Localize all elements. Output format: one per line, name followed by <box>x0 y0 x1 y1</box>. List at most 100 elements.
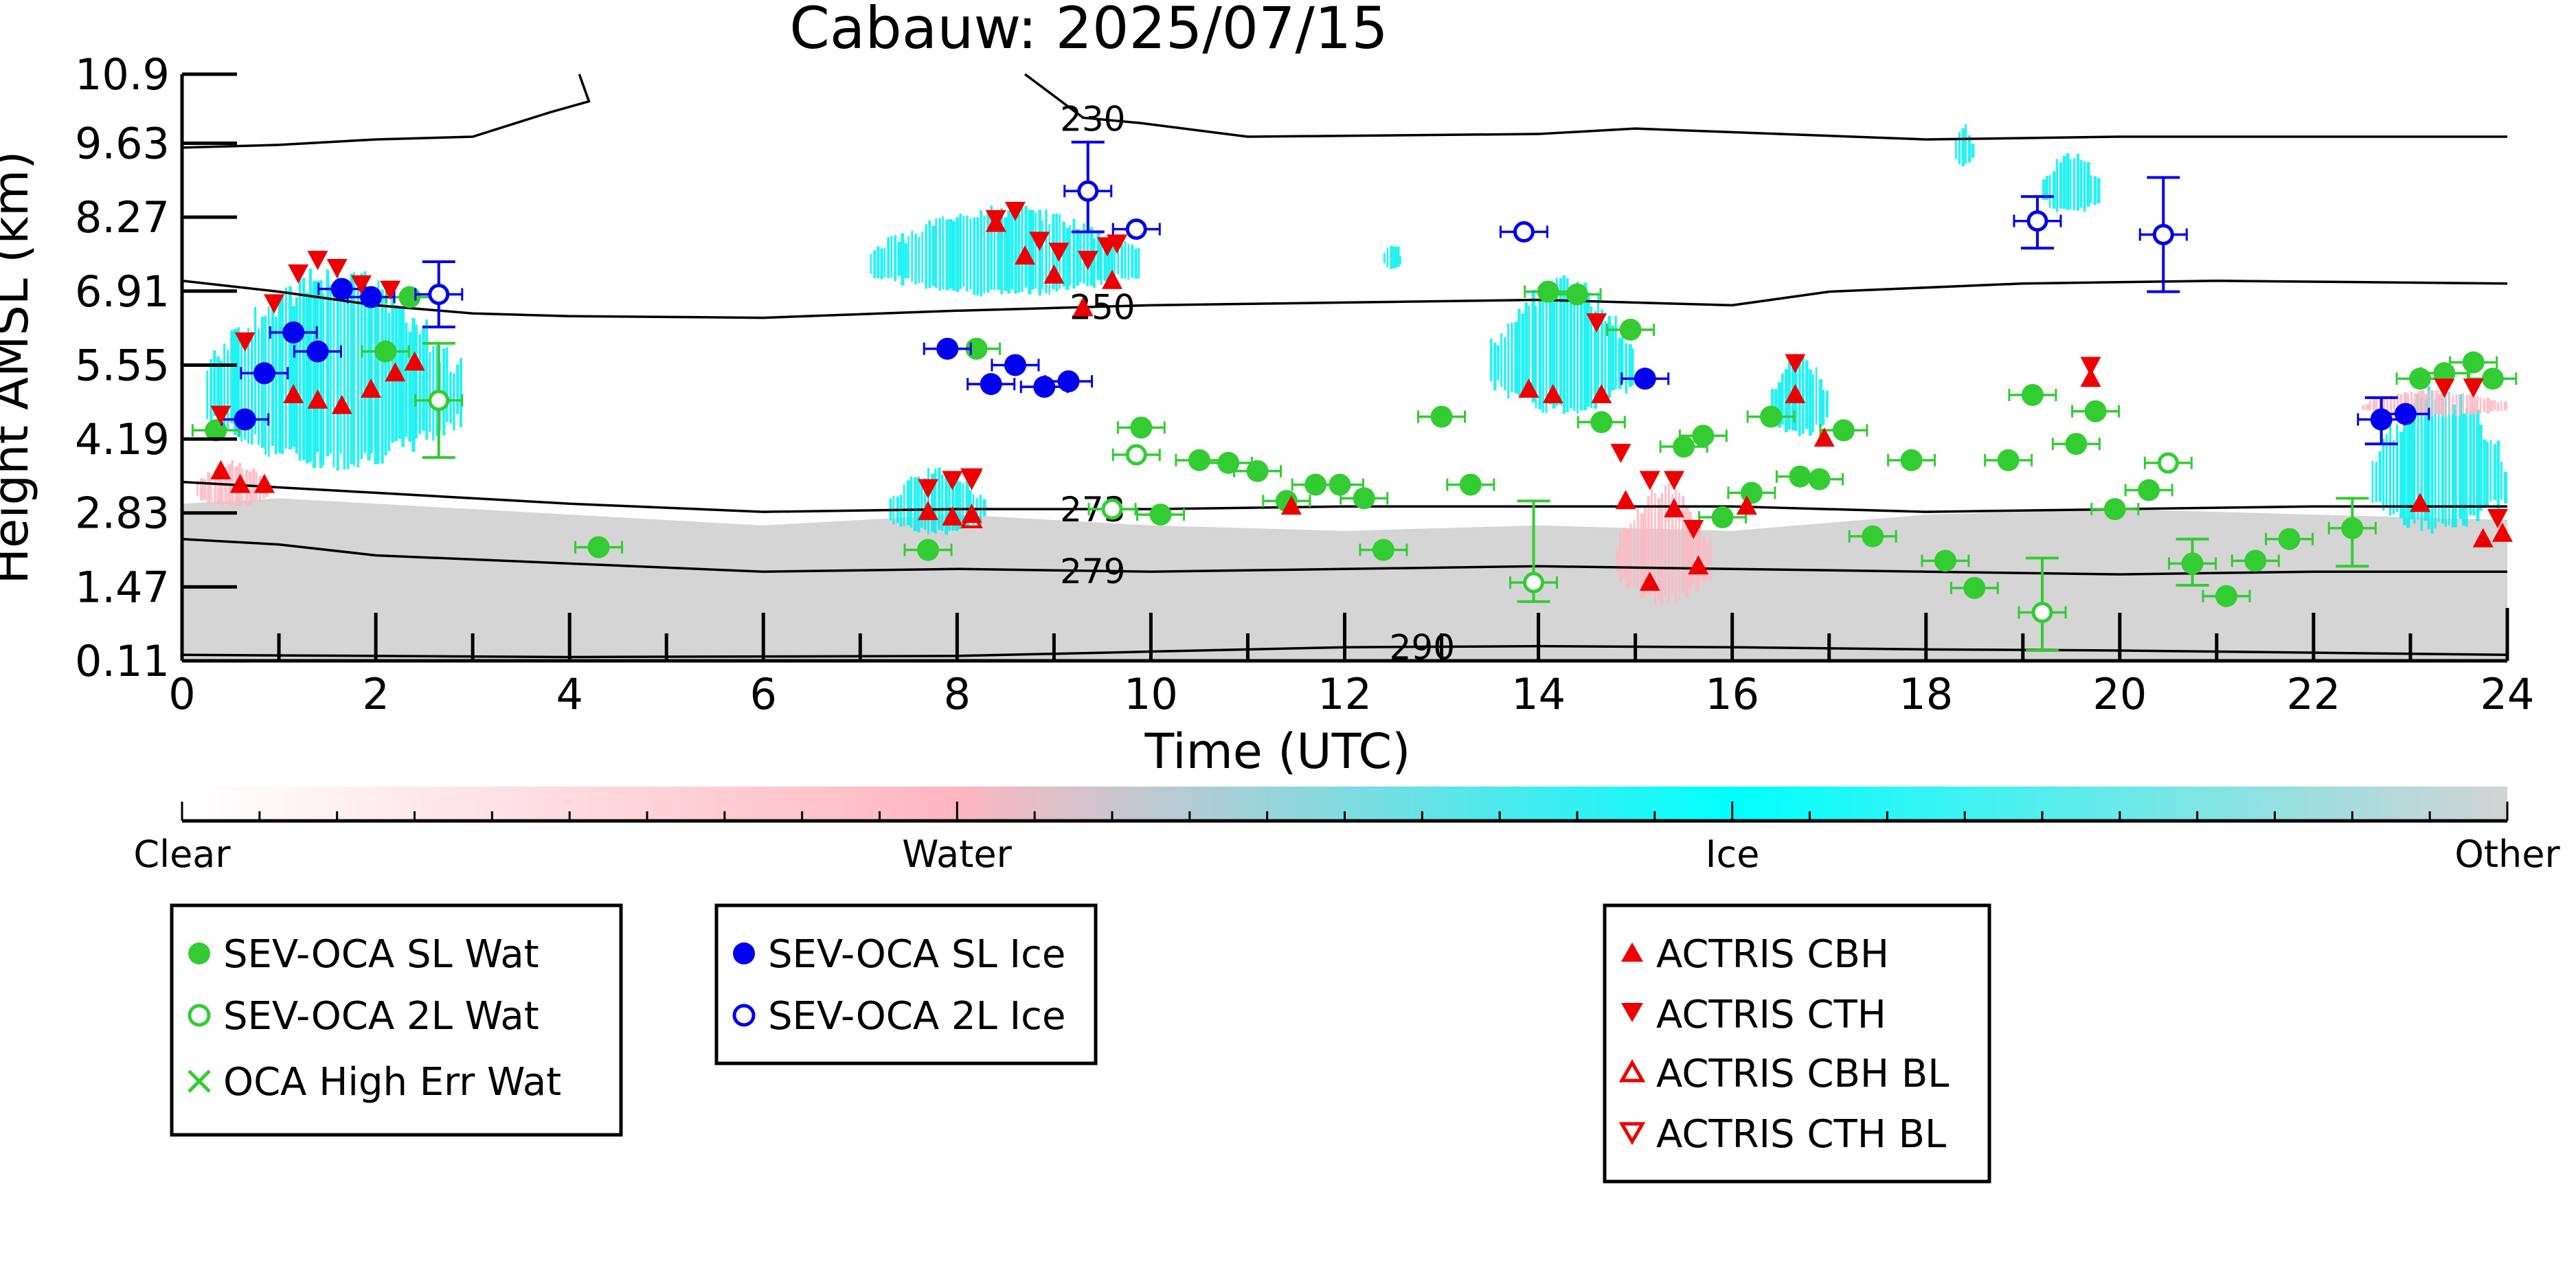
cloud-stripe <box>1559 278 1563 405</box>
marker-actris-cth <box>1785 354 1806 374</box>
cloud-stripe <box>1569 295 1572 409</box>
cloud-stripe <box>2483 440 2487 508</box>
cloud-stripe <box>1678 493 1680 600</box>
cloud-stripe <box>2048 174 2051 208</box>
cloud-stripe <box>244 345 247 440</box>
y-tick-label: 6.91 <box>75 267 170 317</box>
cloud-stripe <box>1825 390 1829 418</box>
marker-sev-oca-2l-ice <box>1513 221 1535 243</box>
cloud-stripe <box>1069 225 1071 286</box>
marker-sev-oca-sl-wat <box>1740 482 1763 504</box>
marker-actris-cbh <box>229 473 251 493</box>
cloud-stripe <box>1535 306 1537 409</box>
marker-actris-cbh <box>1102 269 1122 289</box>
cloud-stripe <box>1517 308 1521 396</box>
cloud-stripe <box>952 221 956 291</box>
marker-sev-oca-2l-ice <box>2026 210 2048 232</box>
marker-actris-cth <box>1683 519 1704 539</box>
cloud-stripe <box>906 480 910 526</box>
cloud-stripe <box>1818 379 1823 427</box>
colorbar: Clear Water Ice Other <box>133 787 2560 876</box>
cloud-stripe <box>2431 389 2434 416</box>
cloud-stripe <box>2441 392 2445 417</box>
marker-sev-oca-sl-wat <box>2084 400 2107 422</box>
cloud-stripe <box>897 241 901 276</box>
y-tick-label: 8.27 <box>75 192 170 242</box>
cloud-stripe <box>2417 394 2419 520</box>
cloud-stripe <box>1601 309 1604 398</box>
cloud-stripe <box>240 339 243 442</box>
cloud-stripe <box>1611 325 1614 391</box>
legend-water-box <box>170 903 623 1137</box>
cloud-stripe <box>2395 425 2399 512</box>
cloud-stripe <box>1065 227 1070 290</box>
marker-sev-oca-sl-wat <box>2481 368 2504 390</box>
cloud-stripe <box>907 236 909 279</box>
cloud-stripe <box>1045 210 1048 294</box>
cloud-stripe <box>2385 434 2388 508</box>
cloud-stripe <box>305 292 310 464</box>
marker-actris-cbh <box>1072 297 1094 317</box>
cloud-stripe <box>1528 306 1530 396</box>
cloud-stripe <box>2059 162 2063 209</box>
x-tick-label: 16 <box>1705 669 1759 719</box>
cloud-stripe <box>2486 441 2489 508</box>
marker-actris-cth <box>1048 242 1070 262</box>
cloud-stripe <box>942 216 945 290</box>
marker-sev-oca-sl-wat <box>1329 473 1351 496</box>
x-tick-label: 0 <box>168 669 195 719</box>
cloud-stripe <box>1538 299 1542 410</box>
cloud-stripe <box>1399 256 1401 265</box>
marker-actris-cbh <box>1615 490 1636 510</box>
cloud-stripe <box>941 474 944 532</box>
marker-actris-cbh <box>1542 383 1563 403</box>
cloud-stripe <box>2382 396 2386 412</box>
cloud-stripe <box>1675 488 1677 603</box>
cloud-stripe <box>949 219 953 289</box>
cloud-stripe <box>2462 392 2465 414</box>
cloud-stripe <box>1811 374 1814 433</box>
cloud-stripe <box>2369 400 2371 411</box>
cloud-stripe <box>1114 243 1116 279</box>
cloud-stripe <box>959 214 962 289</box>
cloud-stripe <box>1504 337 1506 391</box>
cloud-stripe <box>2479 425 2483 511</box>
cloud-stripe <box>2421 390 2425 417</box>
cloud-stripe <box>1636 508 1639 589</box>
cloud-stripe <box>370 296 373 454</box>
cloud-stripe <box>1024 205 1028 288</box>
cloud-stripe <box>2459 394 2463 519</box>
marker-sev-oca-sl-wat <box>1537 280 1559 303</box>
cloud-stripe <box>248 471 252 506</box>
legend-marker-cth <box>1621 1003 1643 1022</box>
cloud-stripe <box>1965 124 1967 163</box>
cloud-stripe <box>2045 175 2049 200</box>
marker-actris-cth <box>1004 201 1026 221</box>
cloud-stripe <box>2420 397 2423 531</box>
cloud-stripe <box>2472 408 2475 516</box>
cloud-stripe <box>1657 498 1661 600</box>
contour-250 <box>181 280 2508 319</box>
marker-sev-oca-sl-ice <box>234 408 256 431</box>
cloud-stripe <box>2093 176 2097 205</box>
cloud-stripe <box>1521 313 1525 394</box>
marker-sev-oca-sl-wat <box>917 539 940 561</box>
cloud-stripe <box>894 235 897 282</box>
marker-actris-cbh <box>385 362 406 382</box>
cloud-stripe <box>2448 392 2450 526</box>
cloud-stripe <box>1614 315 1617 389</box>
cloud-stripe <box>415 324 418 439</box>
cloud-stripe <box>938 467 941 530</box>
cloud-stripe <box>1103 239 1107 281</box>
cloud-stripe <box>931 225 936 286</box>
cloud-stripe <box>958 482 962 530</box>
cloud-stripe <box>264 315 267 455</box>
x-tick-label: 8 <box>944 669 971 719</box>
cloud-stripe <box>945 219 949 291</box>
cloud-stripe <box>2097 178 2101 203</box>
marker-actris-cth <box>288 264 309 284</box>
cloud-stripe <box>986 212 990 293</box>
marker-actris-cbh <box>307 389 328 409</box>
cloud-stripe <box>1131 244 1134 278</box>
